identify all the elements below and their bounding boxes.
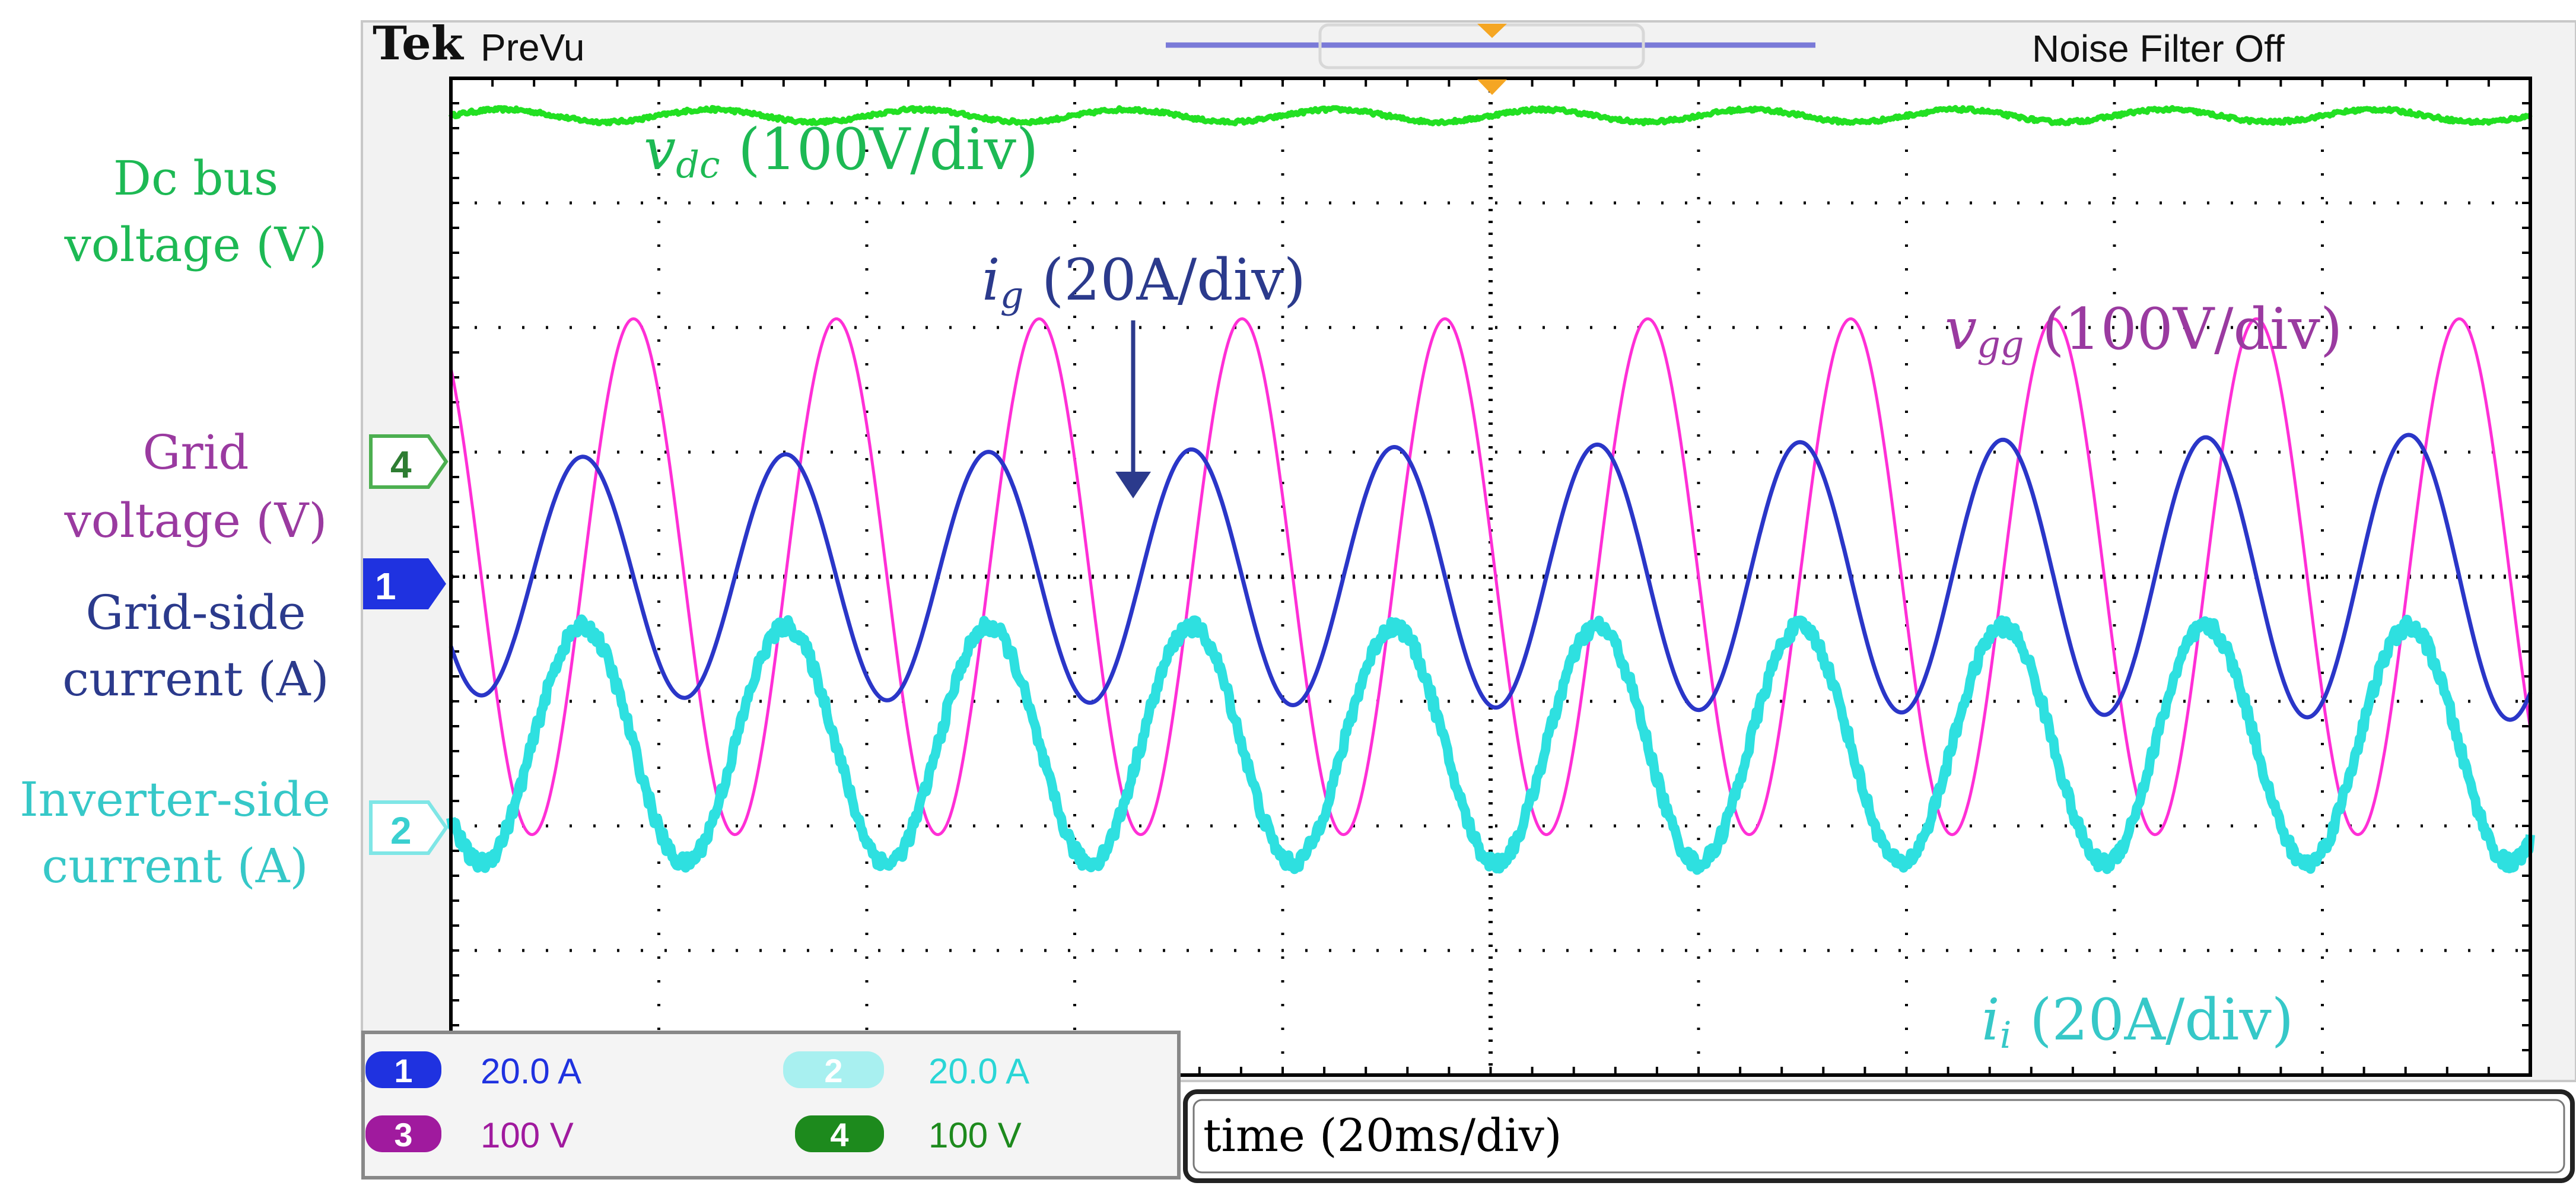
svg-text:100 V: 100 V — [928, 1115, 1022, 1155]
ch1-setting[interactable]: 1 20.0 A — [365, 1051, 581, 1091]
svg-text:4: 4 — [830, 1116, 848, 1153]
trace-ii — [446, 614, 2535, 875]
svg-text:Inverter-side: Inverter-side — [20, 772, 330, 827]
trigger-position-icon — [1477, 80, 1507, 95]
svg-text:4: 4 — [390, 443, 412, 486]
grid-voltage-label: Grid voltage (V) — [64, 425, 327, 548]
mode-label: PreVu — [481, 26, 585, 69]
plot-border — [449, 77, 2532, 1077]
channel-2-marker[interactable]: 2 — [369, 800, 449, 855]
ig-pointer-arrow — [1115, 320, 1151, 498]
ig-annotation: ig (20A/div) — [982, 247, 1306, 317]
svg-text:2: 2 — [824, 1052, 842, 1089]
svg-text:voltage (V): voltage (V) — [64, 217, 327, 272]
channel-1-marker[interactable]: 1 — [363, 558, 446, 609]
svg-text:1: 1 — [375, 565, 396, 608]
svg-text:time (20ms/div): time (20ms/div) — [1203, 1109, 1562, 1162]
svg-text:current (A): current (A) — [42, 838, 308, 894]
ch2-setting[interactable]: 2 20.0 A — [783, 1051, 1029, 1091]
svg-text:3: 3 — [394, 1116, 412, 1153]
svg-text:Grid: Grid — [143, 425, 249, 480]
svg-text:voltage (V): voltage (V) — [64, 493, 327, 548]
svg-text:current (A): current (A) — [62, 651, 329, 707]
svg-text:2: 2 — [390, 809, 412, 852]
grid-current-label: Grid-side current (A) — [62, 585, 329, 707]
channel-4-marker[interactable]: 4 — [369, 434, 449, 489]
svg-text:Dc bus: Dc bus — [113, 151, 278, 206]
svg-text:1: 1 — [394, 1052, 412, 1089]
ch3-setting[interactable]: 3 100 V — [365, 1115, 574, 1155]
record-position-bar[interactable] — [1166, 23, 1815, 69]
trace-vgg — [449, 317, 2532, 837]
svg-text:20.0 A: 20.0 A — [481, 1051, 581, 1091]
trace-vdc — [448, 104, 2533, 126]
channel-settings-panel: 1 20.0 A 2 20.0 A 3 100 V 4 100 V — [361, 1031, 1181, 1180]
inverter-current-label: Inverter-side current (A) — [20, 772, 330, 894]
traces — [446, 104, 2535, 875]
svg-text:20.0 A: 20.0 A — [928, 1051, 1029, 1091]
noise-filter-status: Noise Filter Off — [2032, 27, 2285, 70]
ch4-setting[interactable]: 4 100 V — [795, 1115, 1022, 1155]
time-scale-box: time (20ms/div) — [1183, 1089, 2575, 1183]
svg-text:Grid-side: Grid-side — [85, 585, 306, 640]
svg-text:100 V: 100 V — [481, 1115, 574, 1155]
ii-annotation: ii (20A/div) — [1982, 987, 2294, 1057]
graticule — [450, 77, 2532, 1076]
vgg-annotation: vgg (100V/div) — [1945, 296, 2342, 366]
trigger-marker-icon — [1477, 24, 1507, 38]
vdc-annotation: vdc (100V/div) — [644, 116, 1038, 186]
trace-ig — [449, 433, 2533, 722]
dc-bus-label: Dc bus voltage (V) — [64, 151, 327, 272]
brand-label: Tek — [373, 17, 465, 71]
